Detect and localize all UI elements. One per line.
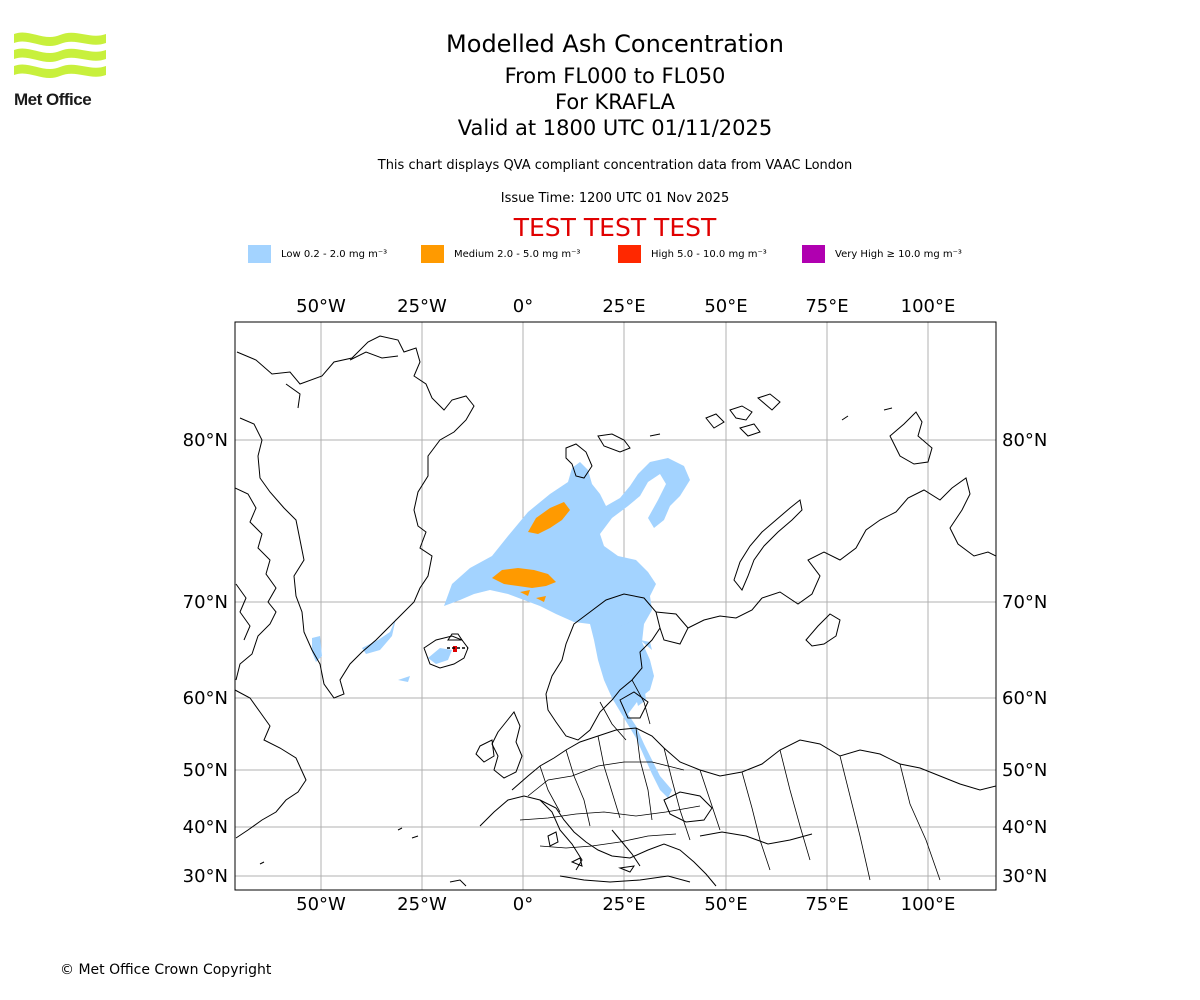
lat-label-right: 30°N: [1002, 866, 1047, 887]
valid-time: Valid at 1800 UTC 01/11/2025: [457, 116, 773, 140]
lon-label-bottom: 25°E: [602, 894, 645, 915]
legend-item-low: Low 0.2 - 2.0 mg m⁻³: [248, 244, 387, 264]
coastline-siberia: [761, 477, 996, 605]
lon-label-bottom: 75°E: [805, 894, 848, 915]
coastline-arctic-canada: [235, 487, 277, 681]
lat-label-left: 80°N: [183, 430, 228, 451]
lon-label-bottom: 25°W: [397, 894, 447, 915]
lat-label-left: 40°N: [183, 817, 228, 838]
legend-swatch-medium: [421, 245, 444, 263]
coastline-svalbard: [565, 443, 593, 479]
lat-label-left: 60°N: [183, 688, 228, 709]
test-banner: TEST TEST TEST: [513, 213, 717, 242]
met-office-waves-icon: [14, 32, 106, 79]
legend-label-low: Low 0.2 - 2.0 mg m⁻³: [281, 248, 388, 260]
legend-swatch-low: [248, 245, 271, 263]
lon-label-top: 25°W: [397, 296, 447, 317]
lon-label-top: 0°: [513, 296, 533, 317]
ash-area-low: [312, 458, 690, 798]
legend-label-high: High 5.0 - 10.0 mg m⁻³: [651, 248, 767, 260]
volcano-marker: [447, 633, 468, 652]
lat-label-right: 60°N: [1002, 688, 1047, 709]
chart-title: Modelled Ash Concentration: [446, 30, 784, 58]
coastline-continental-europe: [511, 727, 996, 791]
coastline-iceland: [423, 635, 469, 669]
lon-label-top: 50°E: [704, 296, 747, 317]
chart-subtitle: This chart displays QVA compliant concen…: [377, 158, 853, 173]
lon-label-top: 50°W: [296, 296, 346, 317]
volcano-name: For KRAFLA: [555, 90, 675, 114]
coastline-greenland: [236, 335, 475, 699]
legend: Low 0.2 - 2.0 mg m⁻³ Medium 2.0 - 5.0 mg…: [0, 244, 1200, 264]
met-office-logo: Met Office: [14, 30, 114, 112]
coastline-british-isles: [491, 711, 523, 779]
coastline-novaya-zemlya: [733, 499, 803, 591]
map-frame: [234, 321, 997, 891]
legend-item-very-high: Very High ≥ 10.0 mg m⁻³: [802, 244, 962, 264]
lon-label-bottom: 100°E: [901, 894, 956, 915]
legend-item-medium: Medium 2.0 - 5.0 mg m⁻³: [421, 244, 580, 264]
lat-label-right: 70°N: [1002, 592, 1047, 613]
logo-text: Met Office: [14, 90, 92, 109]
coastlines: [235, 335, 996, 887]
lat-label-left: 30°N: [183, 866, 228, 887]
lat-label-left: 50°N: [183, 760, 228, 781]
lon-label-top: 100°E: [901, 296, 956, 317]
lat-label-right: 40°N: [1002, 817, 1047, 838]
volcano-marker-dot: [453, 646, 457, 652]
lon-label-top: 75°E: [805, 296, 848, 317]
latitude-labels: 80°N 70°N 60°N 50°N 40°N 30°N 80°N 70°N …: [183, 430, 1048, 887]
lon-label-bottom: 50°E: [704, 894, 747, 915]
legend-swatch-very-high: [802, 245, 825, 263]
lat-label-right: 50°N: [1002, 760, 1047, 781]
issue-time: Issue Time: 1200 UTC 01 Nov 2025: [500, 191, 730, 206]
lat-label-left: 70°N: [183, 592, 228, 613]
longitude-labels: 50°W 25°W 0° 25°E 50°E 75°E 100°E 50°W 2…: [296, 296, 955, 915]
lat-label-right: 80°N: [1002, 430, 1047, 451]
ash-area-medium: [492, 502, 570, 602]
copyright-notice: © Met Office Crown Copyright: [60, 962, 272, 978]
legend-swatch-high: [618, 245, 641, 263]
coastline-scandinavia: [545, 593, 661, 741]
flight-level-range: From FL000 to FL050: [504, 64, 726, 88]
legend-item-high: High 5.0 - 10.0 mg m⁻³: [618, 244, 767, 264]
lon-label-bottom: 0°: [513, 894, 533, 915]
legend-label-very-high: Very High ≥ 10.0 mg m⁻³: [835, 248, 962, 260]
lon-label-top: 25°E: [602, 296, 645, 317]
lon-label-bottom: 50°W: [296, 894, 346, 915]
legend-label-medium: Medium 2.0 - 5.0 mg m⁻³: [454, 248, 581, 260]
